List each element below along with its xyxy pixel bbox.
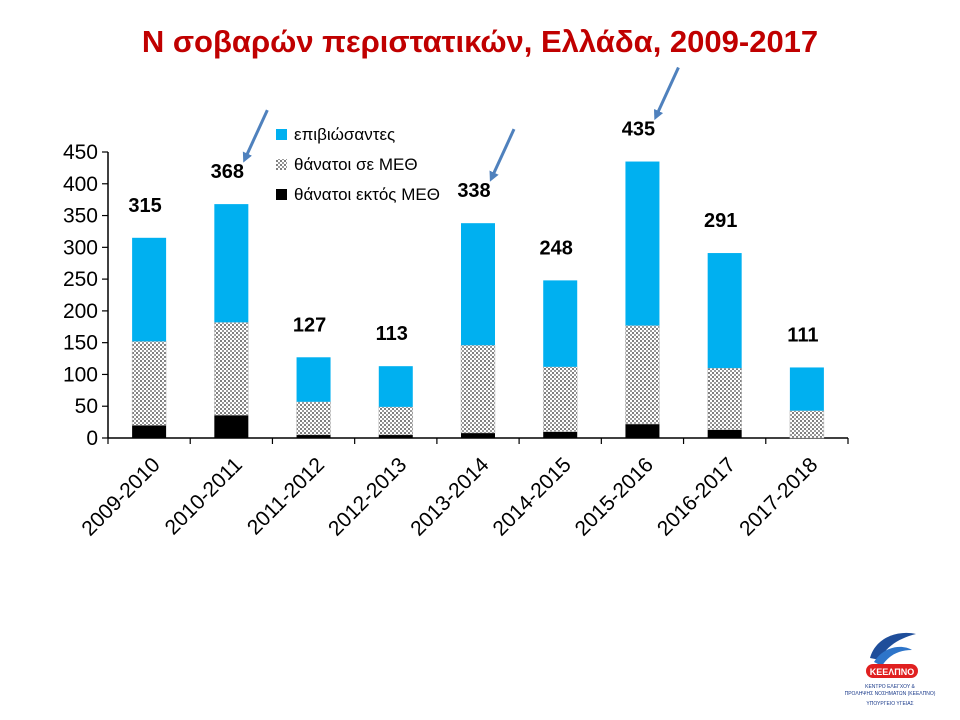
x-category-label: 2015-2016 [571, 453, 658, 540]
bar-segment-deaths-outside-icu [214, 415, 249, 438]
legend-swatch [276, 189, 287, 200]
logo-line-3: ΥΠΟΥΡΓΕΙΟ ΥΓΕΙΑΣ [866, 701, 914, 707]
y-tick-label: 350 [63, 205, 98, 228]
bar-total-label: 315 [128, 195, 161, 217]
y-tick-label: 300 [63, 236, 98, 259]
legend-label: επιβιώσαντες [294, 125, 395, 144]
bar-segment-survivors [461, 223, 495, 346]
x-category-label: 2011-2012 [243, 453, 329, 539]
bar-total-label: 291 [704, 210, 737, 232]
y-tick-label: 50 [75, 395, 98, 418]
bar-segment-survivors [707, 253, 742, 369]
x-category-label: 2017-2018 [735, 453, 822, 540]
bar-segment-survivors [214, 204, 249, 323]
logo-line-1: ΚΕΝΤΡΟ ΕΛΕΓΧΟΥ & [865, 684, 915, 690]
bar-segment-deaths-icu [296, 401, 331, 436]
bar-segment-survivors [543, 280, 578, 367]
x-category-label: 2009-2010 [77, 453, 164, 540]
y-tick-label: 150 [63, 332, 98, 355]
x-category-label: 2014-2015 [488, 453, 575, 540]
chart-legend: επιβιώσαντες θάνατοι σε ΜΕΘ θάνατοι εκτός … [276, 125, 440, 204]
bar-segment-survivors [378, 366, 413, 407]
bar-segment-deaths-outside-icu [296, 434, 331, 438]
x-category-label: 2012-2013 [324, 453, 411, 540]
logo-emblem: ΚΕΕΛΠΝΟ [866, 632, 918, 678]
bar-segment-deaths-outside-icu [378, 434, 413, 438]
chart-title: Ν σοβαρών περιστατικών, Ελλάδα, 2009-201… [141, 24, 819, 59]
bar-segment-deaths-icu [460, 344, 496, 434]
y-tick-label: 100 [63, 363, 98, 386]
y-tick-label: 400 [63, 173, 98, 196]
logo-line-2: ΠΡΟΛΗΨΗΣ ΝΟΣΗΜΑΤΩΝ (ΚΕΕΛΠΝΟ) [844, 691, 936, 697]
y-tick-label: 450 [63, 141, 98, 164]
bar-segment-survivors [296, 357, 331, 402]
bar-total-label: 111 [787, 324, 818, 346]
bar-segment-deaths-icu [378, 406, 414, 436]
bar-total-label: 113 [376, 323, 408, 345]
highlight-arrow [653, 66, 680, 121]
bar-segment-deaths-outside-icu [543, 431, 578, 438]
bar-segment-deaths-icu [214, 322, 249, 416]
bar-segment-survivors [132, 237, 167, 342]
bar-total-label: 127 [293, 314, 326, 336]
x-category-label: 2013-2014 [406, 453, 494, 541]
bar-total-label: 248 [540, 237, 573, 259]
bar-segment-deaths-outside-icu [625, 424, 660, 438]
x-category-label: 2010-2011 [161, 453, 247, 539]
bar-segment-deaths-icu [625, 325, 660, 425]
chart-bars [131, 161, 825, 439]
logo-name: ΚΕΕΛΠΝΟ [870, 667, 915, 677]
bar-segment-deaths-outside-icu [707, 429, 742, 438]
y-tick-label: 200 [63, 300, 98, 323]
bar-segment-deaths-outside-icu [132, 425, 167, 438]
bar-segment-deaths-icu [789, 410, 825, 439]
highlight-arrow [242, 109, 269, 163]
bar-total-label: 435 [622, 119, 655, 141]
bar-segment-deaths-icu [707, 367, 742, 430]
bar-segment-survivors [789, 367, 824, 411]
legend-swatch [276, 159, 287, 170]
legend-label: θάνατοι εκτός ΜΕΘ [294, 185, 440, 204]
y-tick-label: 250 [63, 268, 98, 291]
legend-label: θάνατοι σε ΜΕΘ [294, 155, 418, 174]
bar-segment-survivors [625, 161, 660, 326]
bar-total-label: 338 [457, 180, 490, 202]
highlight-arrows [242, 66, 680, 182]
bar-total-label: 368 [211, 161, 244, 183]
bar-segment-deaths-icu [542, 366, 578, 432]
legend-swatch [276, 129, 287, 140]
x-category-label: 2016-2017 [653, 453, 740, 540]
keelpno-logo: ΚΕΕΛΠΝΟ ΚΕΝΤΡΟ ΕΛΕΓΧΟΥ & ΠΡΟΛΗΨΗΣ ΝΟΣΗΜΑ… [840, 628, 940, 712]
bar-segment-deaths-icu [131, 341, 167, 426]
y-tick-label: 0 [86, 427, 98, 450]
bar-segment-deaths-outside-icu [461, 432, 495, 438]
highlight-arrow [489, 128, 516, 182]
